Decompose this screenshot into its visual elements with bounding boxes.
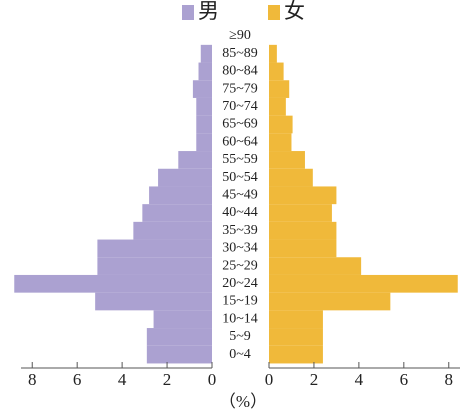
bar — [269, 204, 332, 222]
category-label: 55~59 — [222, 152, 258, 167]
category-label: 10~14 — [222, 311, 258, 326]
category-label: 35~39 — [222, 223, 258, 238]
x-tick-label: 4 — [355, 370, 364, 389]
category-label: 30~34 — [222, 241, 258, 256]
bar — [269, 80, 290, 98]
bar — [149, 186, 212, 205]
bar — [196, 97, 212, 116]
category-label: 70~74 — [222, 99, 258, 114]
x-tick-label: 8 — [28, 370, 37, 389]
category-label: 25~29 — [222, 258, 258, 273]
bar — [192, 80, 212, 98]
category-label: 0~4 — [229, 347, 251, 362]
category-label: 5~9 — [229, 329, 251, 344]
bar — [153, 310, 212, 329]
bar — [146, 345, 212, 364]
category-label: 15~19 — [222, 294, 258, 309]
bar — [269, 44, 277, 63]
bar — [269, 151, 305, 169]
bar — [196, 133, 212, 152]
bar — [269, 345, 323, 364]
bar — [269, 257, 362, 275]
category-label: ≥90 — [229, 28, 251, 43]
x-axis-label: （%） — [219, 392, 267, 411]
bar — [269, 186, 337, 205]
x-tick-label: 8 — [445, 370, 454, 389]
bar — [133, 221, 212, 240]
bar — [269, 274, 458, 293]
bar — [97, 257, 212, 275]
x-tick-label: 0 — [208, 370, 217, 389]
bar — [198, 62, 212, 81]
x-tick-label: 4 — [118, 370, 127, 389]
bar — [14, 274, 213, 293]
bar — [269, 62, 284, 81]
bar — [178, 151, 212, 169]
bar — [146, 328, 212, 346]
bar — [269, 115, 293, 134]
bar — [200, 44, 212, 63]
category-label: 75~79 — [222, 81, 258, 96]
x-tick-label: 2 — [163, 370, 172, 389]
category-label: 65~69 — [222, 117, 258, 132]
bar — [158, 168, 212, 187]
category-label: 85~89 — [222, 46, 258, 61]
category-label: 50~54 — [222, 170, 258, 185]
legend-label: 男 — [198, 0, 219, 23]
category-label: 45~49 — [222, 188, 258, 203]
legend-label: 女 — [284, 0, 305, 23]
bar — [269, 310, 323, 329]
category-label: 80~84 — [222, 64, 258, 79]
bar — [269, 168, 313, 187]
x-tick-label: 0 — [265, 370, 274, 389]
bar — [97, 239, 212, 258]
bar — [95, 292, 212, 311]
bar — [269, 97, 286, 116]
bar — [196, 115, 212, 134]
x-tick-label: 6 — [400, 370, 409, 389]
bar — [269, 328, 323, 346]
x-tick-label: 2 — [310, 370, 319, 389]
category-label: 20~24 — [222, 276, 258, 291]
legend-swatch — [182, 5, 194, 20]
bar — [269, 239, 337, 258]
x-tick-label: 6 — [73, 370, 82, 389]
category-label: 60~64 — [222, 134, 258, 149]
legend-swatch — [268, 5, 280, 20]
bar — [142, 204, 212, 222]
bar — [269, 133, 292, 152]
bar — [269, 221, 337, 240]
bar — [269, 292, 391, 311]
category-label: 40~44 — [222, 205, 258, 220]
